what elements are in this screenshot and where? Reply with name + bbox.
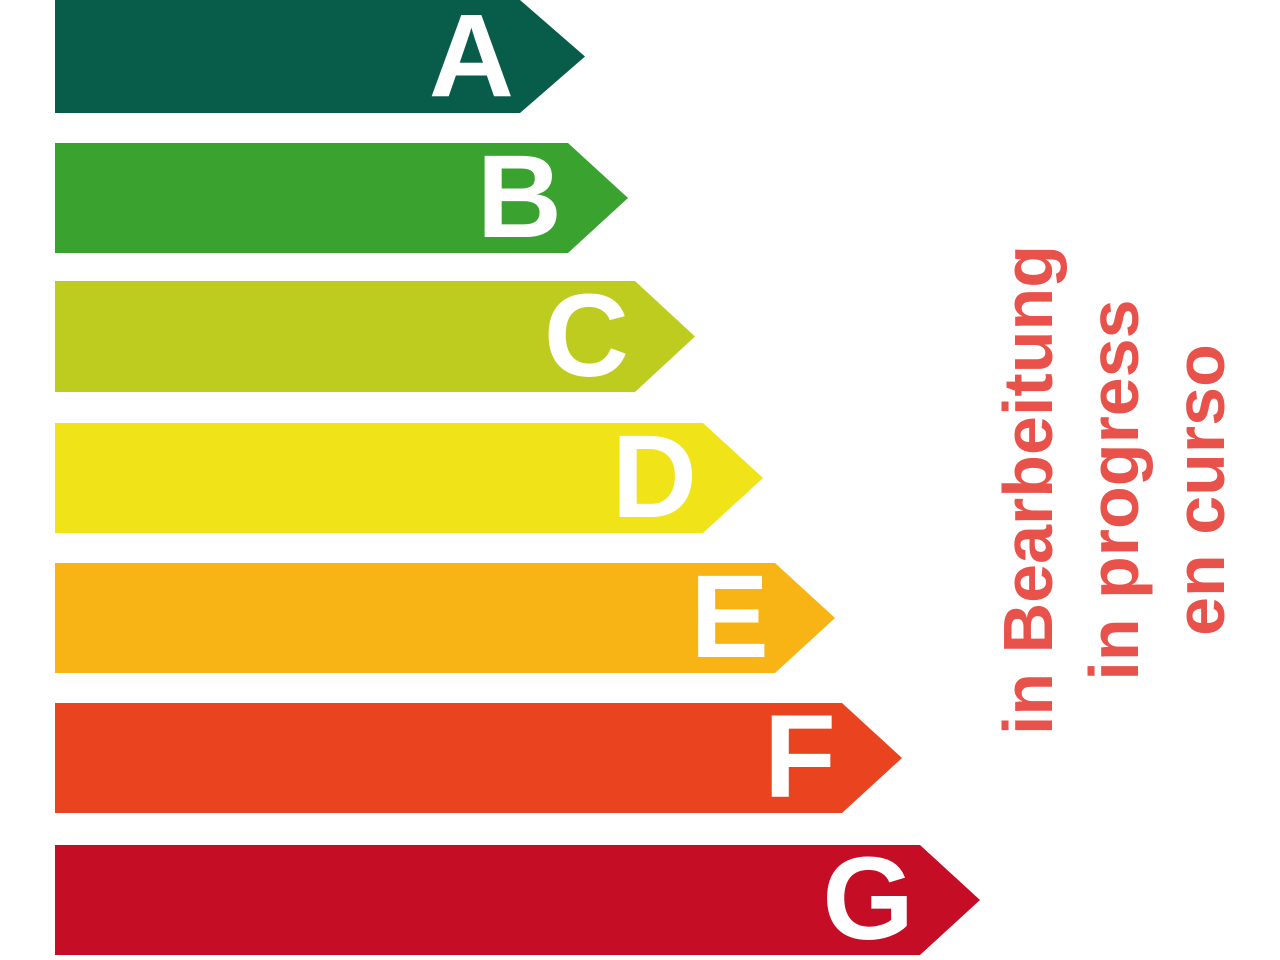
rating-letter-a: A: [428, 0, 514, 122]
status-line-de: in Bearbeitung: [989, 244, 1067, 736]
rating-arrow-a: A: [55, 0, 585, 113]
rating-letter-g: G: [822, 832, 914, 960]
rating-letter-b: B: [476, 130, 562, 263]
rating-arrow-c: C: [55, 281, 695, 392]
rating-arrow-g: G: [55, 845, 980, 955]
rating-letter-e: E: [690, 550, 769, 683]
status-line-es: en curso: [1161, 344, 1239, 636]
rating-arrow-e: E: [55, 563, 835, 673]
rating-letter-f: F: [763, 690, 836, 823]
rating-letter-c: C: [543, 269, 629, 402]
rating-letter-d: D: [611, 410, 697, 543]
rating-arrow-b: B: [55, 143, 628, 253]
status-line-en: in progress: [1075, 299, 1153, 681]
rating-arrow-f: F: [55, 703, 902, 813]
status-note: in Bearbeitung in progress en curso: [985, 190, 1243, 790]
rating-arrow-d: D: [55, 423, 763, 533]
